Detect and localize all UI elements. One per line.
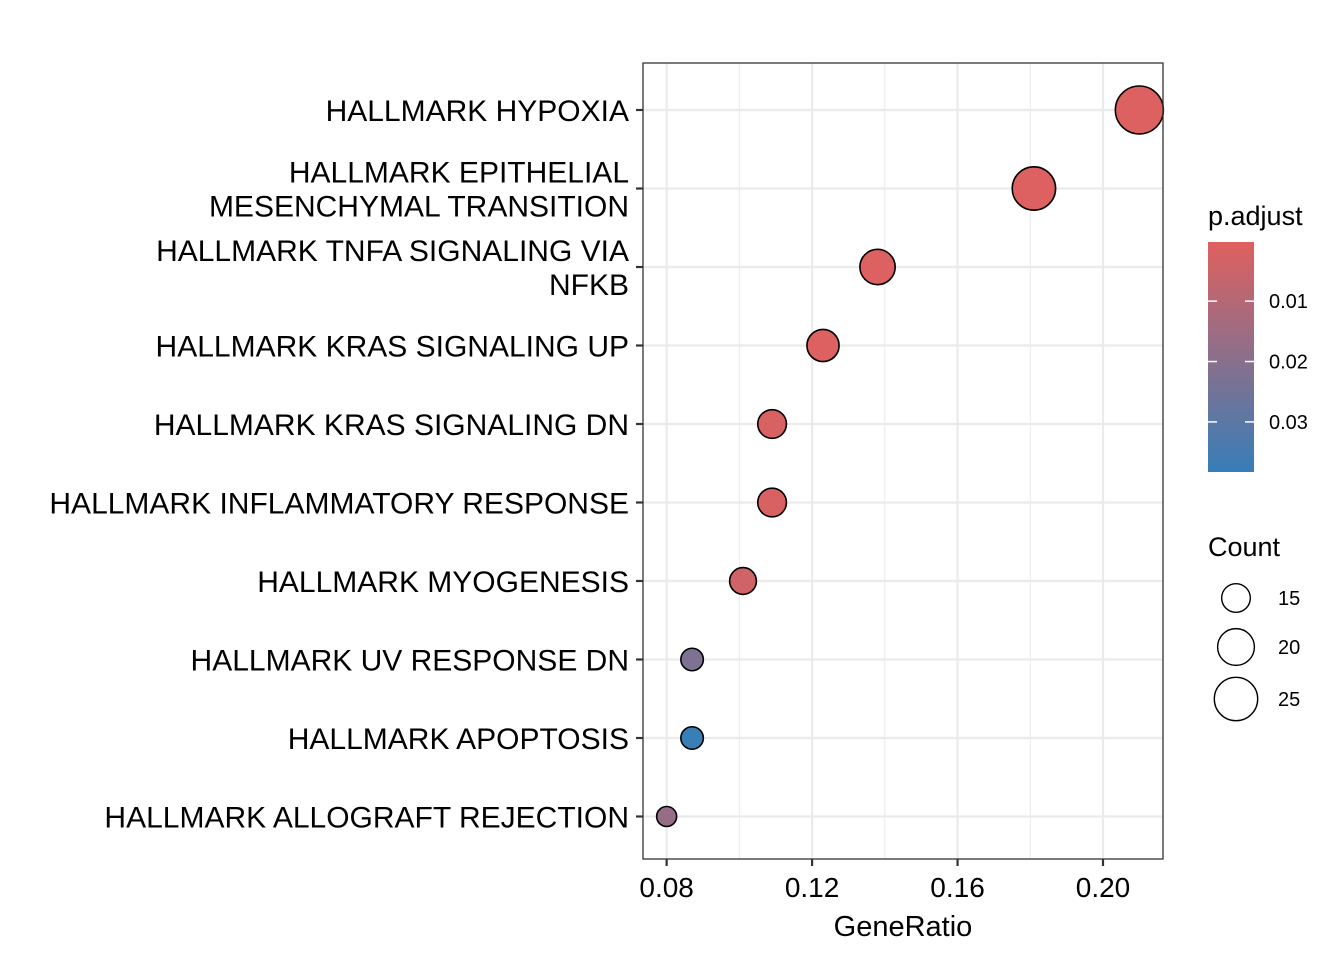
color-legend: p.adjust 0.01 0.02 0.03 — [1208, 201, 1308, 472]
x-tick-label: 0.08 — [639, 872, 694, 903]
x-tick-label: 0.12 — [785, 872, 840, 903]
y-tick-label: HALLMARK APOPTOSIS — [288, 723, 629, 756]
y-axis: HALLMARK HYPOXIA HALLMARK EPITHELIAL MESEN… — [49, 95, 643, 835]
data-point — [756, 408, 788, 440]
data-points — [655, 85, 1165, 828]
color-legend-label: 0.02 — [1269, 352, 1308, 374]
data-point — [655, 805, 678, 828]
size-legend-label: 20 — [1278, 637, 1300, 659]
size-legend-circle — [1220, 582, 1252, 614]
data-point — [756, 487, 788, 518]
color-legend-bar — [1208, 242, 1254, 472]
x-axis-title: GeneRatio — [834, 911, 973, 943]
size-legend-label: 25 — [1278, 689, 1300, 711]
size-legend-title: Count — [1208, 532, 1281, 562]
color-legend-title: p.adjust — [1208, 201, 1303, 231]
data-point — [859, 248, 896, 286]
size-legend-label: 15 — [1278, 588, 1300, 610]
x-tick-label: 0.16 — [930, 872, 985, 903]
y-tick-label: HALLMARK UV RESPONSE DN — [191, 645, 629, 678]
y-tick-label: HALLMARK EPITHELIAL MESENCHYMAL TRANSITIO… — [209, 157, 629, 224]
data-point — [680, 647, 705, 672]
y-tick-label: HALLMARK KRAS SIGNALING DN — [154, 409, 629, 442]
y-tick-label: HALLMARK MYOGENESIS — [257, 566, 629, 599]
color-legend-label: 0.01 — [1269, 291, 1308, 313]
panel-border — [642, 62, 1164, 860]
data-point — [1114, 85, 1165, 135]
color-legend-label: 0.03 — [1269, 412, 1308, 434]
size-legend-circle — [1216, 627, 1256, 667]
y-tick-label: HALLMARK INFLAMMATORY RESPONSE — [49, 488, 629, 521]
size-legend-circle — [1213, 676, 1259, 722]
y-tick-label: HALLMARK ALLOGRAFT REJECTION — [104, 802, 629, 835]
x-tick-label: 0.20 — [1076, 872, 1131, 903]
size-legend: Count 15 20 25 — [1208, 532, 1300, 722]
data-point — [728, 566, 758, 596]
data-point — [680, 725, 705, 751]
grid-layer — [643, 63, 1163, 859]
y-tick-label: HALLMARK TNFA SIGNALING VIA NFKB — [156, 235, 629, 302]
y-tick-label: HALLMARK HYPOXIA — [326, 95, 629, 128]
x-axis: 0.08 0.12 0.16 0.20 — [639, 859, 1130, 903]
data-point — [806, 328, 840, 363]
data-point — [1011, 166, 1057, 211]
y-tick-label: HALLMARK KRAS SIGNALING UP — [156, 331, 629, 364]
